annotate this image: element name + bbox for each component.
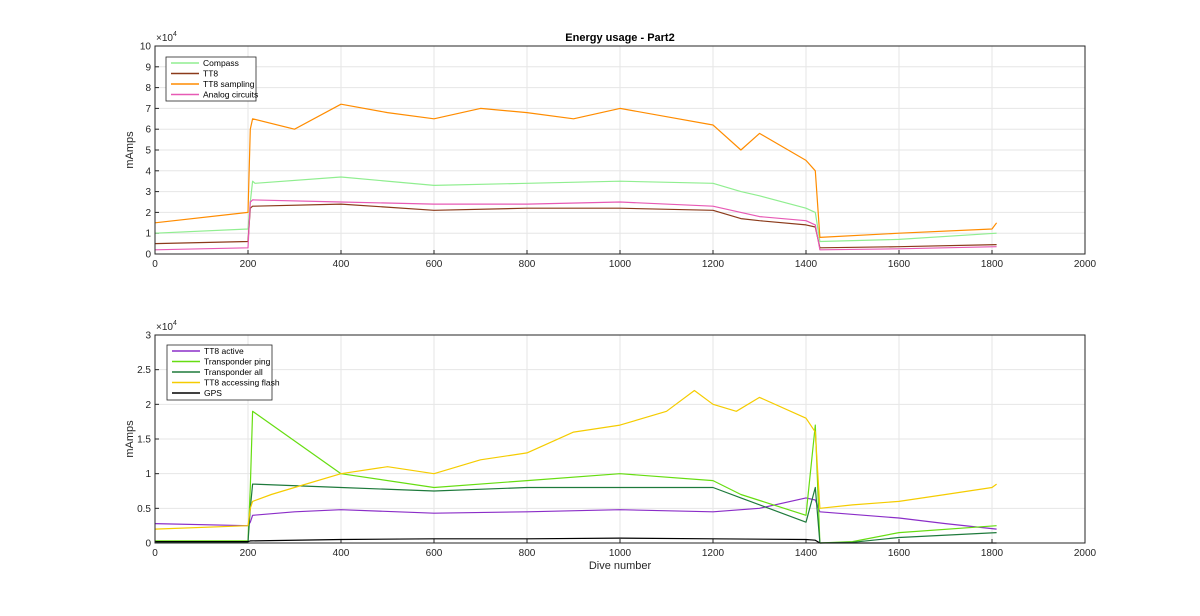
panel2-x-tick-label: 1400 (795, 548, 818, 559)
panel1-x-tick-label: 1200 (702, 259, 725, 270)
panel1-axes-box (154, 45, 1086, 255)
panel2-series-tt8-accessing-flash (154, 389, 997, 530)
panel2-x-tick-label: 1000 (609, 548, 632, 559)
panel1-x-tick-label: 0 (152, 259, 158, 270)
panel1-x-tick-label: 1000 (609, 259, 632, 270)
panel1-y-tick-label: 0 (145, 250, 151, 261)
panel1-legend-box (165, 56, 257, 102)
panel2-y-tick-label: 1.5 (137, 435, 151, 446)
panel2-axes: 0 200 400 600 800 1000 1200 1400 1600 1800 2000 0 0.… (124, 320, 1097, 572)
panel1-x-tick-label: 800 (519, 259, 536, 270)
panel2-y-tick-label: 1 (145, 469, 151, 480)
panel2-y-axis-label: mAmps (124, 420, 136, 458)
panel1-legend-label: Compass (203, 58, 239, 68)
panel2-y-tick-label: 2 (145, 400, 151, 411)
panel2-legend-label: TT8 active (204, 346, 244, 356)
panel1-legend-label: TT8 sampling (203, 79, 255, 89)
panel1-y-exponent: ×104 (156, 31, 177, 44)
panel1-legend-label: Analog circuits (203, 90, 258, 100)
panel1-y-tick-label: 9 (145, 62, 151, 73)
panel2-x-tick-label: 800 (519, 548, 536, 559)
panel2-series-tt8-active (154, 497, 997, 530)
panel1-axes: 0 200 400 600 800 1000 1200 1400 1600 1800 2000 0 1 2… (124, 31, 1097, 270)
panel2-x-tick-label: 200 (240, 548, 257, 559)
panel2-x-tick-label: 600 (426, 548, 443, 559)
panel2-x-tick-label: 2000 (1074, 548, 1097, 559)
panel2-y-tick-label: 0.5 (137, 504, 151, 515)
panel1-x-tick-label: 200 (240, 259, 257, 270)
panel1-y-tick-label: 3 (145, 187, 151, 198)
panel2-x-tick-label: 400 (333, 548, 350, 559)
panel1-x-tick-label: 400 (333, 259, 350, 270)
panel2-x-tick-label: 1200 (702, 548, 725, 559)
panel1-y-tick-label: 10 (140, 42, 152, 53)
panel1-y-tick-label: 8 (145, 83, 151, 94)
panel2-y-tick-label: 0 (145, 539, 151, 550)
panel1-title: Energy usage - Part2 (565, 32, 674, 44)
panel2-x-tick-label: 1600 (888, 548, 911, 559)
panel1-x-tick-label: 1400 (795, 259, 818, 270)
panel1-legend-label: TT8 (203, 69, 218, 79)
panel2-x-tick-label: 1800 (981, 548, 1004, 559)
panel1-y-tick-label: 1 (145, 229, 151, 240)
panel1-x-tick-label: 1800 (981, 259, 1004, 270)
panel1-y-tick-label: 7 (145, 104, 151, 115)
panel1-series-tt8-sampling (154, 103, 998, 238)
panel1-series-analog-circuits (154, 199, 997, 251)
panel2-axes-box (154, 334, 1086, 544)
panel1-y-tick-label: 4 (145, 166, 151, 177)
panel1-x-tick-label: 1600 (888, 259, 911, 270)
panel2-legend-label: GPS (204, 388, 222, 398)
panel2-y-tick-label: 2.5 (137, 365, 151, 376)
panel1-y-tick-label: 5 (145, 146, 151, 157)
panel1-y-axis-label: mAmps (124, 131, 136, 169)
panel2-legend-label: Transponder all (204, 367, 263, 377)
panel1-y-tick-label: 2 (145, 208, 151, 219)
panel1-y-tick-label: 6 (145, 125, 151, 136)
panel1-x-tick-label: 600 (426, 259, 443, 270)
panel2-x-tick-label: 0 (152, 548, 158, 559)
panel2-y-tick-label: 3 (145, 331, 151, 342)
panel2-legend-label: Transponder ping (204, 357, 271, 367)
panel2-y-exponent: ×104 (156, 320, 177, 333)
panel1-series-compass (154, 176, 997, 243)
panel2-legend-label: TT8 accessing flash (204, 378, 280, 388)
panel2-series-gps (155, 537, 997, 544)
panel2-x-axis-label: Dive number (589, 560, 652, 572)
panel1-x-tick-label: 2000 (1074, 259, 1097, 270)
